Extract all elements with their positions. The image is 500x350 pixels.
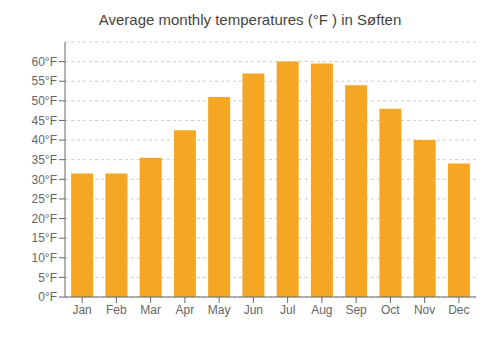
svg-text:15°F: 15°F bbox=[32, 231, 57, 245]
svg-text:50°F: 50°F bbox=[32, 94, 57, 108]
svg-text:May: May bbox=[208, 303, 231, 317]
svg-text:55°F: 55°F bbox=[32, 74, 57, 88]
svg-text:30°F: 30°F bbox=[32, 173, 57, 187]
svg-text:Jul: Jul bbox=[280, 303, 295, 317]
svg-text:5°F: 5°F bbox=[38, 271, 57, 285]
svg-text:Apr: Apr bbox=[176, 303, 195, 317]
svg-text:35°F: 35°F bbox=[32, 153, 57, 167]
svg-text:Jan: Jan bbox=[72, 303, 91, 317]
svg-text:45°F: 45°F bbox=[32, 114, 57, 128]
svg-text:10°F: 10°F bbox=[32, 251, 57, 265]
svg-text:Feb: Feb bbox=[106, 303, 127, 317]
svg-text:20°F: 20°F bbox=[32, 212, 57, 226]
svg-text:Sep: Sep bbox=[345, 303, 367, 317]
svg-text:40°F: 40°F bbox=[32, 133, 57, 147]
svg-text:Dec: Dec bbox=[448, 303, 469, 317]
html-text:Average monthly temperatures (: Average monthly temperatures (°F ) in Sø… bbox=[98, 11, 402, 28]
svg-text:Mar: Mar bbox=[140, 303, 161, 317]
svg-text:Nov: Nov bbox=[414, 303, 435, 317]
svg-text:Aug: Aug bbox=[311, 303, 332, 317]
svg-text:25°F: 25°F bbox=[32, 192, 57, 206]
svg-text:Oct: Oct bbox=[381, 303, 400, 317]
svg-text:Jun: Jun bbox=[244, 303, 263, 317]
svg-text:60°F: 60°F bbox=[32, 55, 57, 69]
svg-text:0°F: 0°F bbox=[38, 290, 57, 304]
